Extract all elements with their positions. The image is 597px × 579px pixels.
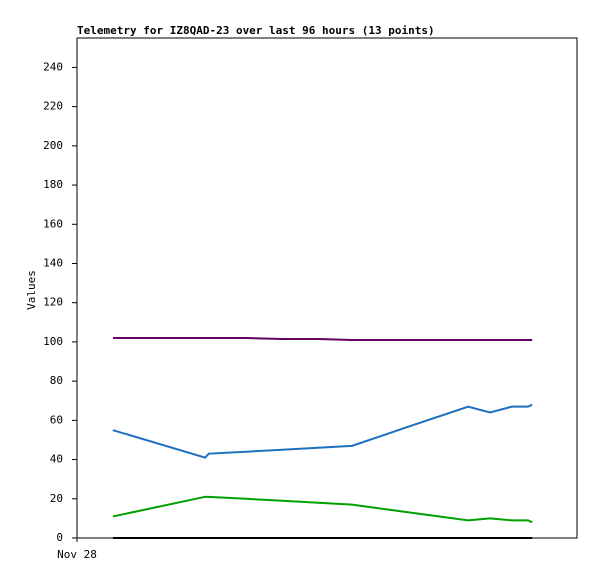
y-tick-label: 200 xyxy=(43,139,63,152)
y-axis-label: Values xyxy=(25,270,38,310)
y-tick-label: 220 xyxy=(43,100,63,113)
series-line xyxy=(112,495,533,524)
y-tick-label: 240 xyxy=(43,60,63,73)
y-tick-label: 80 xyxy=(50,374,63,387)
y-tick-label: 120 xyxy=(43,296,63,309)
y-tick-label: 140 xyxy=(43,256,63,269)
series-line xyxy=(112,337,533,341)
y-tick-label: 20 xyxy=(50,492,63,505)
y-tick-label: 0 xyxy=(56,531,63,544)
y-tick-label: 100 xyxy=(43,335,63,348)
y-tick-label: 40 xyxy=(50,453,63,466)
x-tick-label: Nov 28 xyxy=(57,548,97,561)
series-line xyxy=(112,403,533,459)
y-tick-label: 180 xyxy=(43,178,63,191)
chart-title: Telemetry for IZ8QAD-23 over last 96 hou… xyxy=(77,24,435,37)
y-tick-label: 160 xyxy=(43,217,63,230)
plot-frame xyxy=(76,37,578,539)
y-tick-label: 60 xyxy=(50,413,63,426)
